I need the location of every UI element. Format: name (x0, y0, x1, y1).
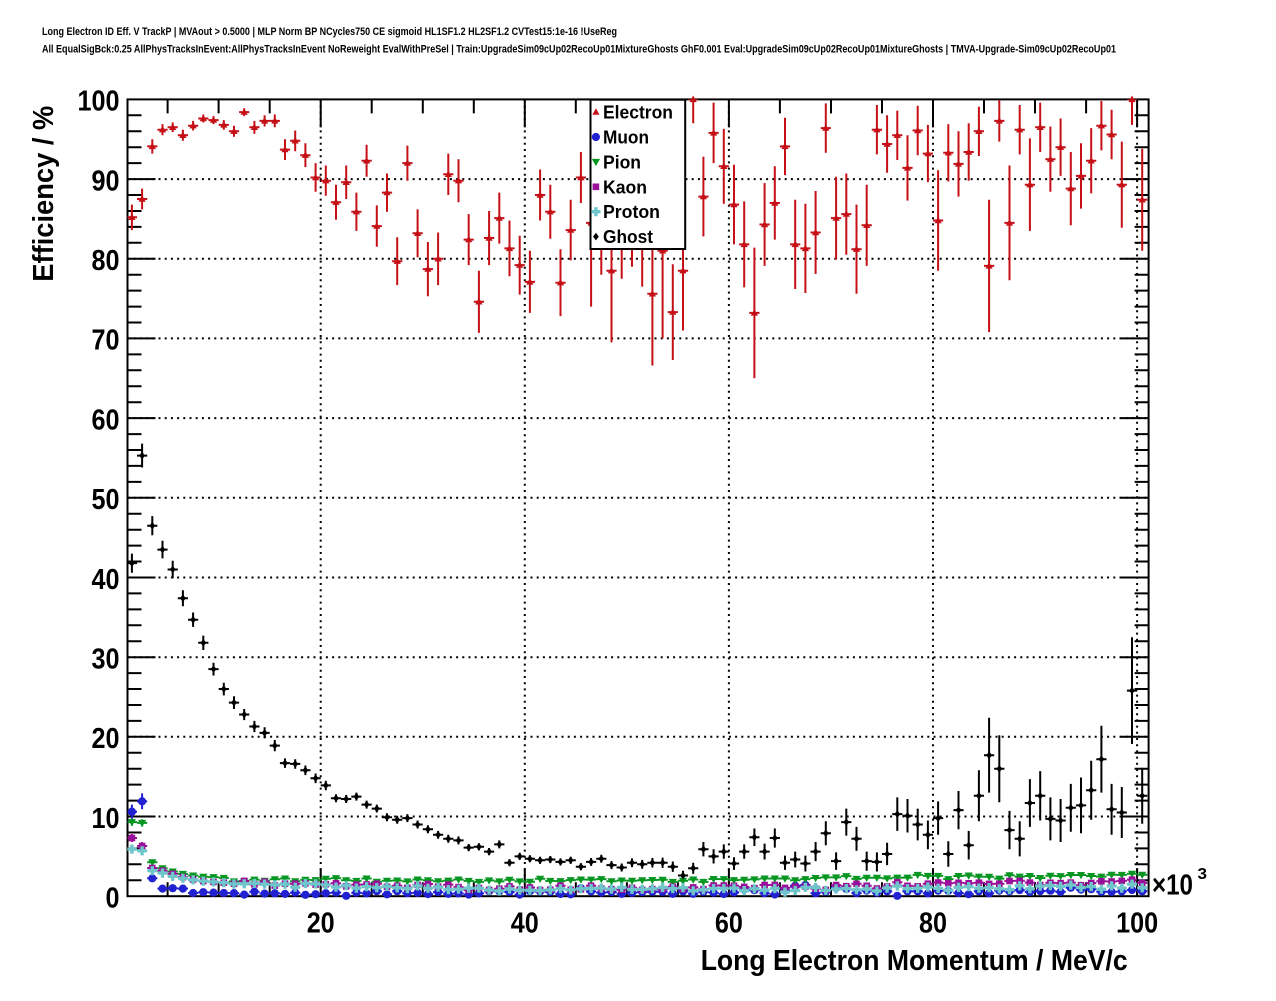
svg-text:Long Electron ID Eff. V TrackP: Long Electron ID Eff. V TrackP | MVAout … (42, 26, 617, 38)
svg-text:×10: ×10 (1152, 870, 1193, 902)
svg-text:80: 80 (919, 908, 947, 940)
svg-text:0: 0 (106, 883, 120, 915)
svg-text:Ghost: Ghost (603, 227, 653, 247)
svg-text:60: 60 (715, 908, 743, 940)
svg-text:40: 40 (511, 908, 539, 940)
svg-text:60: 60 (92, 404, 120, 436)
svg-text:Pion: Pion (603, 152, 641, 172)
svg-text:Long Electron Momentum / MeV/c: Long Electron Momentum / MeV/c (701, 945, 1128, 977)
svg-text:All EqualSigBck:0.25 AllPhysTr: All EqualSigBck:0.25 AllPhysTracksInEven… (42, 44, 1116, 56)
svg-text:20: 20 (92, 723, 120, 755)
svg-text:Proton: Proton (603, 202, 660, 222)
svg-text:Efficiency / %: Efficiency / % (28, 106, 60, 282)
svg-text:3: 3 (1198, 866, 1208, 883)
svg-text:10: 10 (92, 803, 120, 835)
svg-text:40: 40 (92, 564, 120, 596)
svg-text:90: 90 (92, 165, 120, 197)
svg-text:Kaon: Kaon (603, 177, 647, 197)
svg-text:Electron: Electron (603, 103, 673, 123)
svg-text:100: 100 (1116, 908, 1158, 940)
svg-text:20: 20 (307, 908, 335, 940)
svg-text:70: 70 (92, 325, 120, 357)
svg-text:Muon: Muon (603, 128, 649, 148)
svg-text:100: 100 (78, 86, 120, 118)
svg-text:50: 50 (92, 484, 120, 516)
svg-text:30: 30 (92, 644, 120, 676)
svg-text:80: 80 (92, 245, 120, 277)
